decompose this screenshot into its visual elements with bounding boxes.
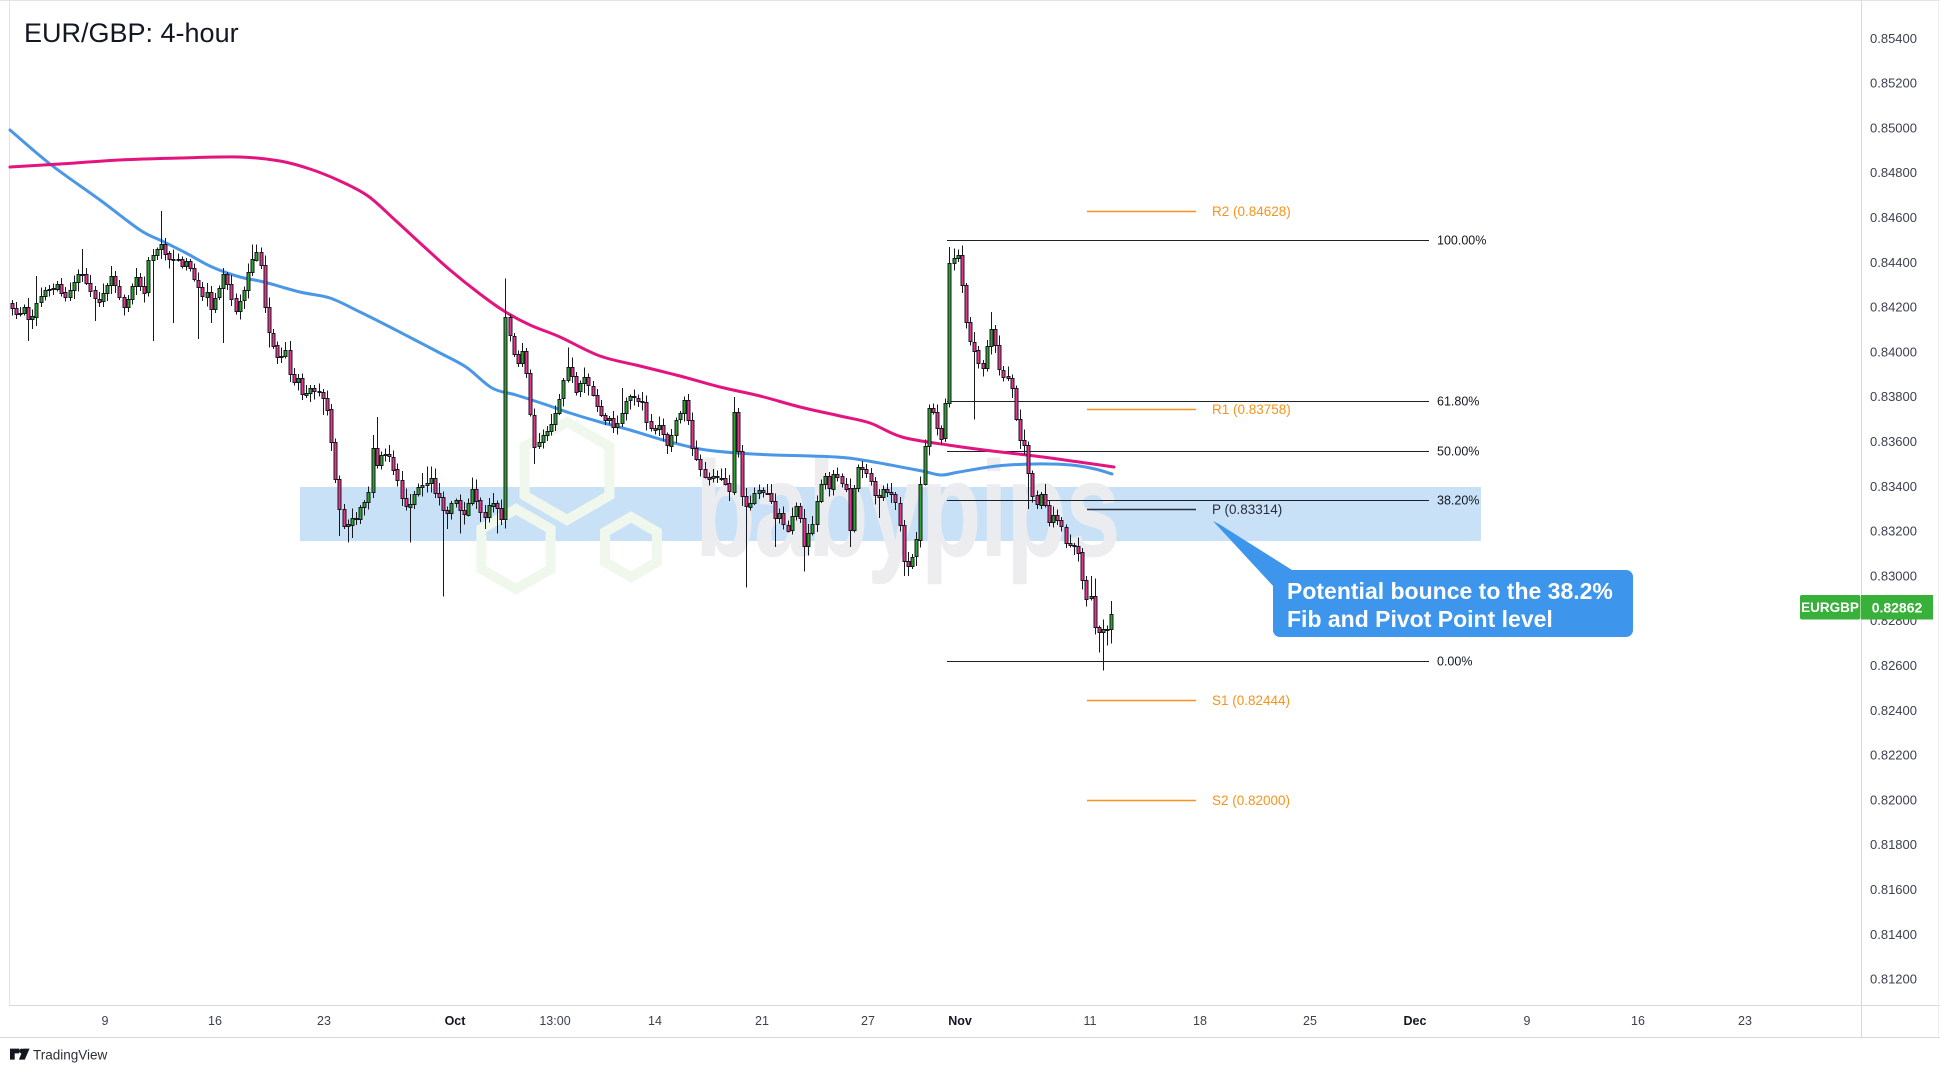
svg-text:S2 (0.82000): S2 (0.82000): [1212, 793, 1290, 808]
svg-text:0.82000: 0.82000: [1870, 792, 1917, 807]
svg-text:9: 9: [1524, 1014, 1531, 1028]
svg-text:Nov: Nov: [948, 1014, 972, 1028]
svg-text:0.84600: 0.84600: [1870, 210, 1917, 225]
svg-text:0.83800: 0.83800: [1870, 389, 1917, 404]
svg-text:25: 25: [1303, 1014, 1317, 1028]
svg-text:Dec: Dec: [1404, 1014, 1427, 1028]
svg-text:0.81200: 0.81200: [1870, 972, 1917, 987]
svg-text:38.20%: 38.20%: [1437, 494, 1479, 508]
svg-text:0.85400: 0.85400: [1870, 31, 1917, 46]
svg-text:50.00%: 50.00%: [1437, 445, 1479, 459]
svg-text:23: 23: [317, 1014, 331, 1028]
svg-text:27: 27: [861, 1014, 875, 1028]
svg-text:18: 18: [1193, 1014, 1207, 1028]
svg-text:EURGBP: EURGBP: [1801, 600, 1859, 615]
svg-text:EUR/GBP: 4-hour: EUR/GBP: 4-hour: [24, 18, 239, 48]
svg-text:R2 (0.84628): R2 (0.84628): [1212, 204, 1291, 219]
svg-text:S1 (0.82444): S1 (0.82444): [1212, 693, 1290, 708]
svg-text:0.82200: 0.82200: [1870, 748, 1917, 763]
svg-text:0.83200: 0.83200: [1870, 524, 1917, 539]
svg-text:0.81400: 0.81400: [1870, 927, 1917, 942]
svg-text:16: 16: [1631, 1014, 1645, 1028]
svg-text:R1 (0.83758): R1 (0.83758): [1212, 402, 1291, 417]
svg-text:0.85200: 0.85200: [1870, 76, 1917, 91]
svg-text:21: 21: [755, 1014, 769, 1028]
svg-text:Fib and Pivot Point level: Fib and Pivot Point level: [1287, 606, 1553, 632]
svg-text:23: 23: [1738, 1014, 1752, 1028]
svg-text:0.85000: 0.85000: [1870, 120, 1917, 135]
svg-text:0.84200: 0.84200: [1870, 300, 1917, 315]
svg-text:0.84800: 0.84800: [1870, 165, 1917, 180]
svg-text:9: 9: [102, 1014, 109, 1028]
svg-text:TradingView: TradingView: [33, 1048, 108, 1063]
svg-text:Potential bounce to the 38.2%: Potential bounce to the 38.2%: [1287, 578, 1613, 604]
svg-text:0.82400: 0.82400: [1870, 703, 1917, 718]
svg-text:0.84000: 0.84000: [1870, 344, 1917, 359]
svg-text:61.80%: 61.80%: [1437, 395, 1479, 409]
svg-text:0.81600: 0.81600: [1870, 882, 1917, 897]
svg-text:Oct: Oct: [445, 1014, 467, 1028]
svg-text:0.84400: 0.84400: [1870, 255, 1917, 270]
svg-text:0.81800: 0.81800: [1870, 837, 1917, 852]
svg-text:0.83000: 0.83000: [1870, 568, 1917, 583]
svg-text:0.83400: 0.83400: [1870, 479, 1917, 494]
svg-text:P (0.83314): P (0.83314): [1212, 502, 1282, 517]
svg-text:0.83600: 0.83600: [1870, 434, 1917, 449]
svg-text:0.82600: 0.82600: [1870, 658, 1917, 673]
svg-text:14: 14: [648, 1014, 662, 1028]
svg-text:100.00%: 100.00%: [1437, 234, 1486, 248]
svg-text:11: 11: [1084, 1014, 1097, 1028]
svg-text:0.82862: 0.82862: [1872, 600, 1923, 616]
svg-text:0.00%: 0.00%: [1437, 655, 1472, 669]
svg-text:16: 16: [208, 1014, 222, 1028]
svg-text:13:00: 13:00: [539, 1014, 570, 1028]
